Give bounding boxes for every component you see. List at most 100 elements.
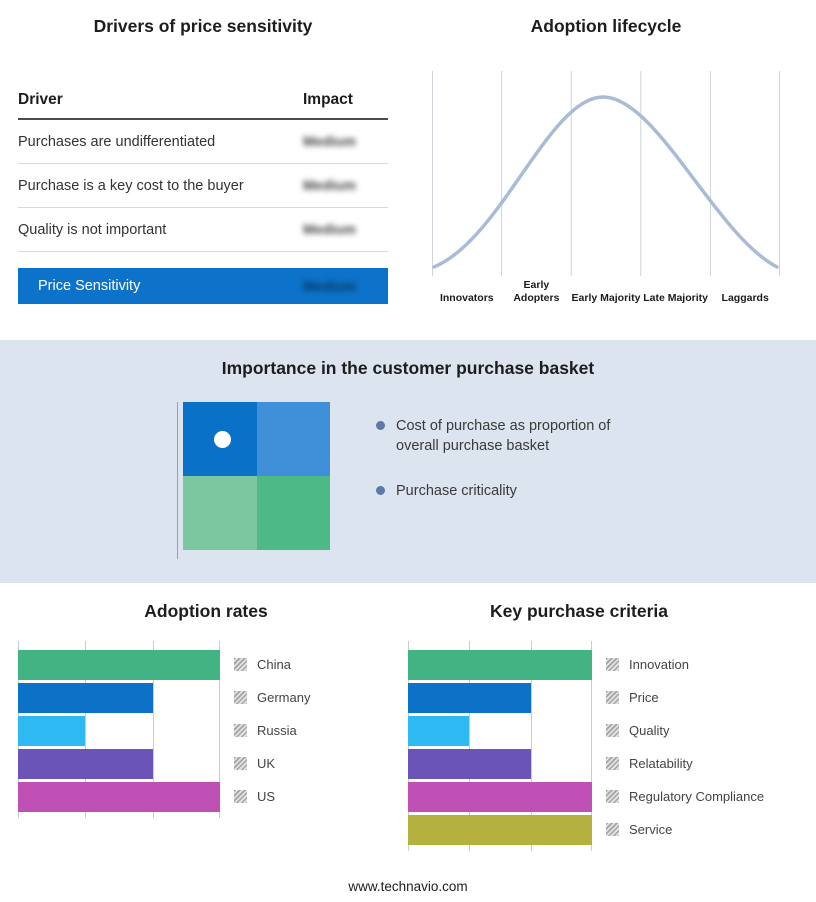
key-purchase-criteria-title: Key purchase criteria: [489, 601, 668, 621]
legend-label: Price: [629, 690, 659, 705]
legend-label: US: [257, 789, 276, 804]
legend-label: Innovation: [629, 657, 689, 672]
bar-price: [408, 682, 531, 713]
plot-area: [408, 641, 592, 851]
adoption-lifecycle-panel: Adoption lifecycle Innovators Early Adopt…: [420, 16, 792, 304]
legend-item: Regulatory Compliance: [606, 780, 764, 813]
bar-germany: [18, 682, 153, 713]
purchase-basket-quadrant: [177, 402, 330, 559]
footer-url: www.technavio.com: [348, 879, 468, 894]
drivers-of-price-sensitivity-panel: Drivers of price sensitivity Driver Impa…: [18, 16, 388, 304]
driver-row: Purchases are undifferentiated Medium: [18, 120, 388, 164]
bullet-text: Purchase criticality: [396, 482, 517, 499]
price-sensitivity-label: Price Sensitivity: [38, 278, 141, 294]
quadrant-cell-top-right: [257, 402, 330, 476]
legend-swatch-icon: [606, 658, 619, 671]
legend-item: UK: [234, 747, 310, 780]
bell-curve: [432, 95, 779, 269]
gridline: [408, 641, 409, 851]
bar-row: [408, 648, 592, 681]
price-sensitivity-impact-cell: Medium: [303, 278, 388, 295]
bar-row: [408, 714, 592, 747]
legend-swatch-icon: [234, 790, 247, 803]
legend-item: Germany: [234, 681, 310, 714]
quadrant-axis-line: [177, 402, 178, 559]
driver-label: Quality is not important: [18, 221, 167, 238]
bar-row: [18, 747, 220, 780]
bar-uk: [18, 748, 153, 779]
stage-label-early-adopters: Early Adopters: [513, 279, 560, 304]
purchase-basket-section: Importance in the customer purchase bask…: [0, 340, 816, 583]
key-purchase-criteria-chart: Key purchase criteria Innovation Price Qua…: [408, 601, 812, 851]
price-sensitivity-impact-value: Medium: [303, 277, 356, 294]
legend-swatch-icon: [234, 757, 247, 770]
legend-swatch-icon: [606, 757, 619, 770]
chart-legend: China Germany Russia UK US: [234, 648, 310, 813]
legend-label: Russia: [257, 723, 297, 738]
lifecycle-stage-labels: Innovators Early Adopters Early Majority La…: [432, 279, 780, 304]
legend-label: UK: [257, 756, 276, 771]
gridline: [152, 641, 154, 818]
stage-label-innovators: Innovators: [439, 291, 494, 304]
column-header-impact: Impact: [303, 91, 353, 108]
bar-relatability: [408, 748, 531, 779]
bar-quality: [408, 715, 470, 746]
bar-row: [18, 648, 220, 681]
bar-row: [408, 780, 592, 813]
legend-item: Quality: [606, 714, 764, 747]
gridline-layer: [408, 641, 592, 851]
legend-label: China: [257, 657, 291, 672]
lifecycle-title: Adoption lifecycle: [530, 16, 682, 36]
adoption-rates-title: Adoption rates: [144, 601, 268, 621]
driver-row: Quality is not important Medium: [18, 208, 388, 252]
bar-row: [18, 714, 220, 747]
quadrant-grid: [183, 402, 330, 550]
stage-label-early-majority: Early Majority: [571, 291, 641, 304]
column-header-driver: Driver: [18, 91, 63, 108]
legend-item: Price: [606, 681, 764, 714]
basket-content-row: Cost of purchase as proportion of overal…: [0, 402, 816, 559]
stage-label-laggards: Laggards: [721, 291, 769, 304]
legend-swatch-icon: [606, 691, 619, 704]
bar-regulatory-compliance: [408, 781, 592, 812]
driver-label: Purchases are undifferentiated: [18, 133, 216, 150]
legend-swatch-icon: [234, 724, 247, 737]
basket-bullet-item: Purchase criticality: [376, 481, 666, 501]
chart-legend: Innovation Price Quality Relatability Regula…: [606, 648, 764, 846]
quadrant-cell-top-left: [183, 402, 257, 476]
gridline: [469, 641, 471, 851]
legend-label: Germany: [257, 690, 311, 705]
impact-cell: Medium: [303, 221, 388, 238]
quadrant-cell-bottom-right: [257, 476, 330, 550]
legend-item: Relatability: [606, 747, 764, 780]
basket-title: Importance in the customer purchase bask…: [221, 358, 595, 378]
legend-label: Service: [629, 822, 673, 837]
legend-item: Innovation: [606, 648, 764, 681]
impact-cell: Medium: [303, 177, 388, 194]
price-sensitivity-bar: Price Sensitivity Medium: [18, 268, 388, 304]
legend-swatch-icon: [606, 823, 619, 836]
table-header-row: Driver Impact: [18, 91, 388, 120]
bar-us: [18, 781, 220, 812]
bullet-text: Cost of purchase as proportion of overal…: [396, 418, 611, 455]
legend-item: Service: [606, 813, 764, 846]
driver-row: Purchase is a key cost to the buyer Mediu…: [18, 164, 388, 208]
impact-value: Medium: [303, 133, 356, 149]
bar-innovation: [408, 649, 592, 680]
gridline: [219, 641, 220, 818]
gridline: [85, 641, 87, 818]
basket-bullet-item: Cost of purchase as proportion of overal…: [376, 416, 666, 457]
impact-value: Medium: [303, 177, 356, 193]
legend-item: US: [234, 780, 310, 813]
bottom-charts-section: Adoption rates China Germany Russia UK US Ke…: [0, 583, 816, 902]
bar-row: [408, 681, 592, 714]
lifecycle-chart: [432, 71, 780, 276]
impact-cell: Medium: [303, 133, 388, 150]
bar-row: [408, 813, 592, 846]
adoption-rates-chart: Adoption rates China Germany Russia UK US: [18, 601, 398, 818]
lifecycle-gridlines: [432, 71, 780, 276]
basket-bullet-list: Cost of purchase as proportion of overal…: [376, 402, 666, 550]
chart-body: China Germany Russia UK US: [18, 641, 398, 818]
driver-label: Purchase is a key cost to the buyer: [18, 177, 244, 194]
